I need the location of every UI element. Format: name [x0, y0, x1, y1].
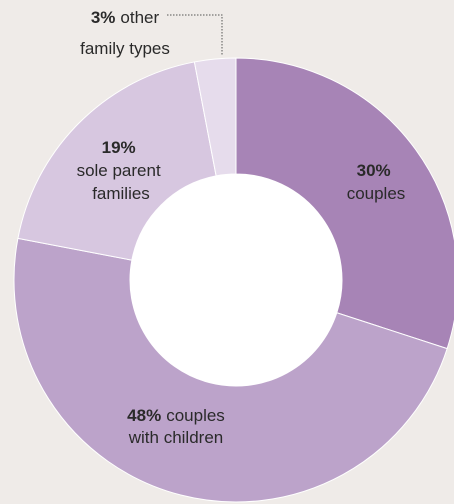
- slice-percent-couples: 30%: [357, 161, 391, 180]
- donut-hole: [130, 174, 342, 386]
- slice-label-sole-parent-families: 19% sole parent families: [77, 138, 166, 203]
- leader-line: [167, 14, 223, 55]
- slice-percent-sole-parent-families: 19%: [102, 138, 136, 157]
- slice-percent-couples-with-children: 48%: [127, 406, 161, 425]
- slice-name-couples: couples: [347, 184, 406, 203]
- slice-label-other-family-types-line2: family types: [80, 39, 170, 58]
- slice-label-other-family-types-line1: 3% other: [91, 8, 160, 27]
- slice-label-couples-with-children-line2: with children: [128, 428, 224, 447]
- slice-label-couples-with-children-line1: 48% couples: [127, 406, 225, 425]
- slice-name-sole-parent: sole parent: [77, 161, 161, 180]
- donut-slices: [13, 57, 454, 503]
- slice-name-couples-with-children: couples: [166, 406, 225, 425]
- slice-name-other: other: [120, 8, 159, 27]
- slice-percent-other-family-types: 3%: [91, 8, 116, 27]
- slice-label-couples: 30% couples: [347, 161, 406, 203]
- slice-name-families: families: [92, 184, 150, 203]
